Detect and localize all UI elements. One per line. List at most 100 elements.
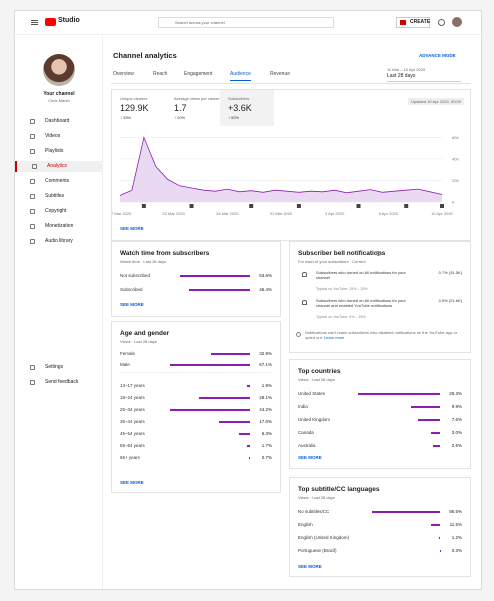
card-title: Top subtitle/CC languages: [298, 486, 380, 493]
nav-item[interactable]: Copyright: [15, 206, 103, 217]
watch-time-card: Watch time from subscribers Watch time ·…: [111, 241, 281, 317]
see-more[interactable]: SEE MORE: [120, 480, 144, 485]
row-label: 35–44 years: [120, 419, 145, 424]
countries-card: Top countries Views · Last 28 days SEE M…: [289, 359, 471, 469]
y-tick-label: 0: [452, 200, 455, 205]
bell-typical: Typical on YouTube: 5% – 15%: [316, 315, 366, 319]
tabs: Overview Reach Engagement Audience Revenue: [113, 71, 373, 83]
row-label: Portuguese (Brazil): [298, 548, 337, 553]
tab[interactable]: Reach: [153, 71, 168, 77]
nav-item[interactable]: Monetization: [15, 221, 103, 232]
metric[interactable]: Subscribers +3.6K ↑ 52%: [220, 90, 274, 126]
row-label: United Kingdom: [298, 417, 331, 422]
nav-icon: [30, 239, 35, 244]
bar-track: [372, 524, 440, 526]
video-marker: [141, 204, 146, 208]
row-label: 18–24 years: [120, 395, 145, 400]
row-label: Male: [120, 362, 130, 367]
nav-item[interactable]: Send feedback: [15, 377, 103, 388]
metric[interactable]: Unique viewers 129.9K ↑ 33%: [112, 90, 166, 126]
bell-card: Subscriber bell notifications For each o…: [289, 241, 471, 353]
menu-icon[interactable]: [31, 20, 38, 21]
row-value: 53.6%: [259, 273, 272, 278]
metric-change: ↑ 20%: [174, 115, 186, 120]
nav-icon: [32, 164, 37, 169]
row-label: 13–17 years: [120, 383, 145, 388]
bar-track: [358, 445, 440, 447]
data-row: 45–54 years 6.3%: [120, 430, 272, 438]
search-box[interactable]: Search across your channel: [158, 17, 334, 28]
data-row: 65+ years 0.7%: [120, 454, 272, 462]
data-row: Australia 2.5%: [298, 442, 462, 450]
bar: [248, 457, 250, 459]
data-row: 55–64 years 1.7%: [120, 442, 272, 450]
info-icon[interactable]: [376, 251, 381, 256]
row-label: English (United Kingdom): [298, 535, 350, 540]
bell-icon: [302, 300, 307, 305]
metrics-card: Updated 10 Apr 2020, 00:00 0 200 400 600 17 …: [111, 89, 471, 241]
data-row: Canada 3.0%: [298, 429, 462, 437]
bar-track: [170, 433, 250, 435]
data-row: English 11.5%: [298, 521, 462, 529]
nav-item[interactable]: Analytics: [15, 161, 103, 172]
x-tick-label: 8 Apr 2020: [379, 211, 399, 216]
advanced-mode[interactable]: ADVANCE MODE: [419, 53, 456, 58]
channel-avatar: [43, 54, 75, 86]
data-row: 25–34 years 44.2%: [120, 406, 272, 414]
learn-more[interactable]: Learn more: [323, 335, 345, 340]
video-marker: [249, 204, 254, 208]
logo: Studio: [58, 17, 80, 24]
nav-item[interactable]: Audio library: [15, 236, 103, 247]
date-range: 11 Mar – 10 Apr 2020: [387, 67, 426, 72]
bar: [180, 275, 250, 277]
bar: [189, 289, 250, 291]
nav-item[interactable]: Subtitles: [15, 191, 103, 202]
bar-track: [358, 393, 440, 395]
data-row: Male 67.1%: [120, 361, 272, 369]
data-row: 18–24 years 28.1%: [120, 394, 272, 402]
bar: [358, 393, 440, 395]
y-tick-label: 200: [452, 178, 459, 183]
bell-text: Subscribers who turned on All notificati…: [316, 270, 406, 280]
nav-icon: [30, 380, 35, 385]
divider: [120, 372, 272, 373]
row-value: 6.3%: [261, 431, 272, 436]
avatar[interactable]: [452, 17, 462, 27]
nav-item[interactable]: Settings: [15, 362, 103, 373]
help-icon[interactable]: [438, 19, 445, 26]
bar-track: [180, 289, 250, 291]
nav-item[interactable]: Comments: [15, 176, 103, 187]
see-more[interactable]: SEE MORE: [298, 455, 322, 460]
tab[interactable]: Engagement: [184, 71, 213, 77]
row-value: 44.2%: [259, 407, 272, 412]
nav-item[interactable]: Dashboard: [15, 116, 103, 127]
row-label: Not subscribed: [120, 273, 151, 278]
tab[interactable]: Revenue: [270, 71, 291, 77]
data-row: United States 28.3%: [298, 390, 462, 398]
bell-value: 0.5% (21.6K): [438, 298, 462, 303]
nav-item[interactable]: Videos: [15, 131, 103, 142]
tab[interactable]: Audience: [230, 71, 251, 81]
studio-app: Studio Search across your channel CREATE…: [14, 10, 482, 590]
metric[interactable]: Average views per viewer 1.7 ↑ 20%: [166, 90, 220, 126]
bell-typical: Typical on YouTube: 15% – 25%: [316, 287, 368, 291]
metric-value: +3.6K: [228, 103, 252, 113]
see-more[interactable]: SEE MORE: [298, 564, 322, 569]
see-more[interactable]: SEE MORE: [120, 302, 144, 307]
period[interactable]: Last 28 days: [387, 73, 461, 82]
y-tick-label: 400: [452, 156, 459, 161]
row-value: 9.9%: [451, 404, 462, 409]
bar-track: [180, 275, 250, 277]
see-more[interactable]: SEE MORE: [120, 226, 144, 231]
nav-item[interactable]: Playlists: [15, 146, 103, 157]
create-button[interactable]: CREATE: [396, 17, 430, 28]
video-marker: [356, 204, 361, 208]
row-label: 25–34 years: [120, 407, 145, 412]
row-label: Female: [120, 351, 136, 356]
video-marker: [440, 204, 444, 208]
x-tick-label: 17 Mar 2020: [112, 211, 132, 216]
bar: [439, 537, 440, 539]
tab[interactable]: Overview: [113, 71, 134, 77]
bar: [170, 364, 250, 366]
